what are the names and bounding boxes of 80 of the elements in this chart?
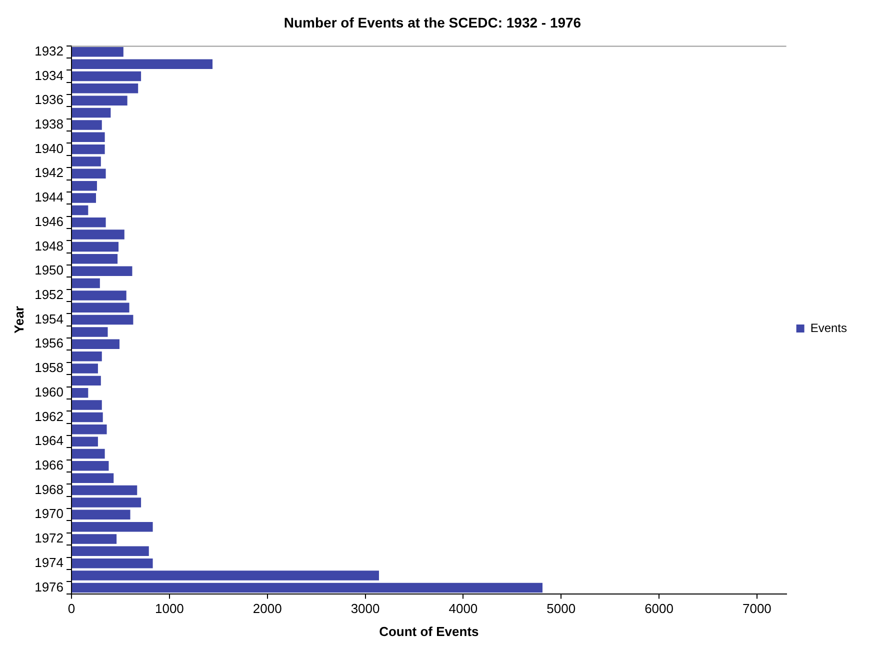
- y-tick-label: 1954: [34, 311, 64, 326]
- bar: [72, 120, 102, 130]
- y-axis-title: Year: [11, 306, 26, 334]
- y-tick-label: 1932: [34, 43, 64, 58]
- bar: [72, 193, 96, 203]
- y-tick-label: 1960: [34, 384, 64, 400]
- bar: [72, 485, 138, 496]
- bar: [72, 473, 114, 483]
- legend-label: Events: [810, 320, 847, 335]
- bar: [72, 461, 109, 471]
- bar: [72, 582, 542, 593]
- y-tick-label: 1946: [34, 214, 64, 229]
- y-tick-label: 1958: [34, 360, 64, 376]
- bar: [72, 522, 153, 532]
- bar: [72, 570, 379, 580]
- y-tick-label: 1936: [34, 92, 64, 108]
- y-tick-label: 1974: [34, 554, 64, 570]
- bar: [72, 266, 132, 276]
- y-tick-label: 1938: [34, 116, 64, 132]
- bar: [72, 47, 124, 57]
- x-tick-label: 1000: [154, 601, 184, 616]
- bar: [72, 290, 126, 300]
- bar: [72, 510, 130, 520]
- bar: [72, 242, 119, 252]
- bar: [72, 388, 88, 398]
- bar: [72, 424, 107, 434]
- y-tick-label: 1948: [34, 238, 64, 254]
- x-tick-label: 6000: [644, 601, 674, 616]
- x-tick-label: 7000: [742, 601, 772, 616]
- bar: [72, 558, 153, 568]
- y-tick-label: 1966: [34, 458, 64, 473]
- bar: [72, 412, 103, 422]
- y-tick-label: 1962: [34, 408, 64, 424]
- y-tick-label: 1950: [34, 262, 64, 278]
- y-tick-label: 1934: [34, 68, 64, 83]
- y-tick-label: 1942: [34, 165, 64, 180]
- bar: [72, 71, 142, 82]
- x-tick-label: 2000: [252, 601, 282, 616]
- bar: [72, 59, 213, 69]
- y-tick-label: 1956: [34, 336, 64, 351]
- x-axis-title: Count of Events: [379, 624, 479, 639]
- bar: [72, 132, 105, 142]
- bar: [72, 351, 102, 362]
- y-tick-label: 1970: [34, 506, 64, 522]
- bar: [72, 364, 98, 374]
- bar: [72, 144, 105, 154]
- bar: [72, 230, 124, 240]
- y-tick-label: 1952: [34, 287, 64, 302]
- bar: [72, 278, 100, 288]
- bar: [72, 448, 105, 459]
- bar: [72, 180, 97, 191]
- y-tick-label: 1968: [34, 482, 64, 497]
- bar: [72, 546, 149, 556]
- bar: [72, 108, 111, 118]
- bar: [72, 205, 88, 216]
- x-tick-label: 5000: [546, 601, 576, 616]
- bar: [72, 314, 134, 325]
- x-tick-label: 0: [68, 601, 76, 616]
- bar: [72, 400, 102, 410]
- bar: [72, 254, 118, 264]
- x-tick-label: 4000: [448, 601, 478, 616]
- bar: [72, 327, 108, 337]
- bar: [72, 84, 138, 94]
- bar: [72, 436, 98, 446]
- x-tick-label: 3000: [350, 601, 380, 616]
- y-tick-label: 1964: [34, 433, 64, 448]
- y-tick-label: 1976: [34, 579, 64, 594]
- bar: [72, 96, 128, 106]
- y-tick-label: 1944: [34, 190, 64, 205]
- bar: [72, 498, 142, 508]
- y-tick-label: 1940: [34, 140, 64, 156]
- bar: [72, 302, 130, 312]
- bar: [72, 156, 101, 166]
- bar: [72, 218, 106, 228]
- bar: [72, 376, 101, 386]
- y-tick-label: 1972: [34, 530, 64, 546]
- bar: [72, 168, 106, 179]
- chart-title: Number of Events at the SCEDC: 1932 - 1976: [284, 14, 582, 30]
- bar: [72, 339, 120, 350]
- bar: [72, 534, 117, 544]
